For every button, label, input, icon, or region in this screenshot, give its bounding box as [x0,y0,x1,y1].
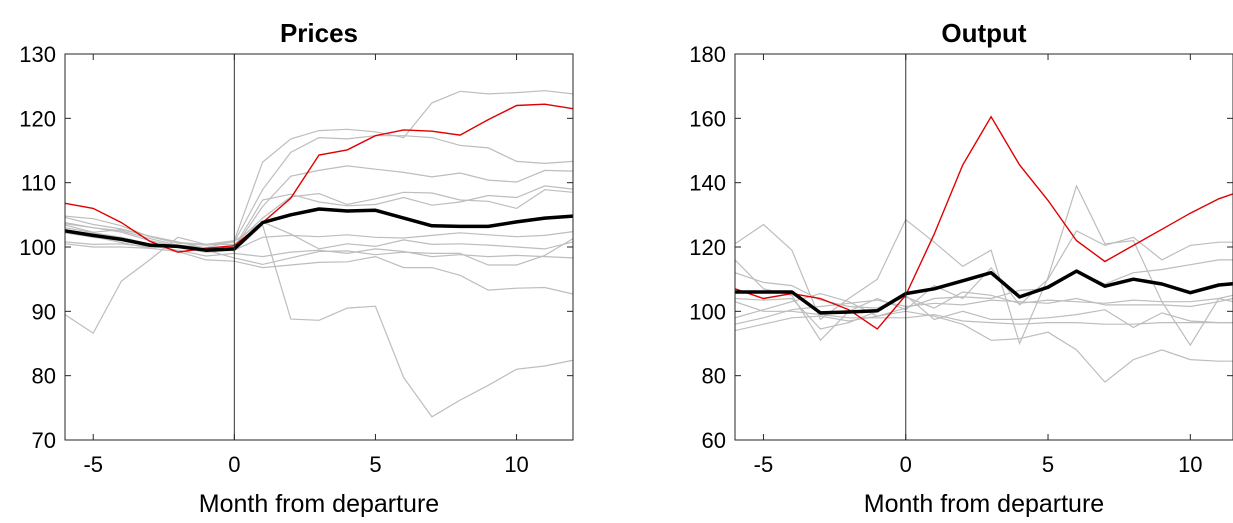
series-line-highlight [65,103,573,253]
x-tick-label: 0 [900,452,912,477]
chart-title: Output [941,18,1027,48]
series-line-background-8 [65,229,573,295]
x-axis-label: Month from departure [864,490,1104,518]
y-tick-label: 90 [32,299,56,324]
y-tick-label: 100 [689,299,726,324]
y-tick-label: 130 [19,42,56,67]
plot-area [735,115,1233,383]
series-line-background-4 [65,185,573,251]
series-line-background-9 [65,216,573,418]
series-line-background-2 [735,259,1233,319]
x-tick-label: 10 [1178,452,1202,477]
y-tick-label: 120 [689,235,726,260]
y-tick-label: 180 [689,42,726,67]
y-tick-label: 80 [32,364,56,389]
output-panel: -5 0 5 10 60 80 100 120 140 160 180 Output Month fro… [689,18,1233,518]
series-line-highlight [735,115,1233,330]
series-line-mean [735,269,1233,315]
series-line-background-5 [65,221,573,250]
series-line-background-6 [735,294,1233,330]
x-tick-label: -5 [754,452,774,477]
series-line-background-0 [65,90,573,335]
y-tick-label: 100 [19,235,56,260]
chart-title: Prices [280,18,358,48]
series-line-background-1 [65,135,573,246]
y-tick-label: 80 [702,364,726,389]
x-tick-label: 5 [1042,452,1054,477]
x-tick-label: -5 [83,452,103,477]
y-tick-label: 160 [689,106,726,131]
y-tick-label: 110 [21,171,56,196]
series-line-background-5 [735,310,1233,383]
y-tick-label: 120 [19,106,56,131]
series-line-background-1 [735,230,1233,342]
plot-area [65,90,573,418]
axes-box [734,53,1233,441]
series-line-background-3 [735,297,1233,325]
x-axis-label: Month from departure [199,490,439,518]
x-tick-label: 5 [369,452,381,477]
y-tick-label: 140 [689,171,726,196]
prices-panel: -5 0 5 10 70 80 90 100 110 120 130 Prices Month from… [19,18,574,518]
x-tick-label: 10 [504,452,528,477]
y-tick-label: 70 [32,428,56,453]
x-tick-label: 0 [228,452,240,477]
series-line-mean [65,207,573,252]
series-line-background-0 [735,184,1233,347]
y-tick-label: 60 [702,428,726,453]
series-line-background-7 [735,272,1233,309]
